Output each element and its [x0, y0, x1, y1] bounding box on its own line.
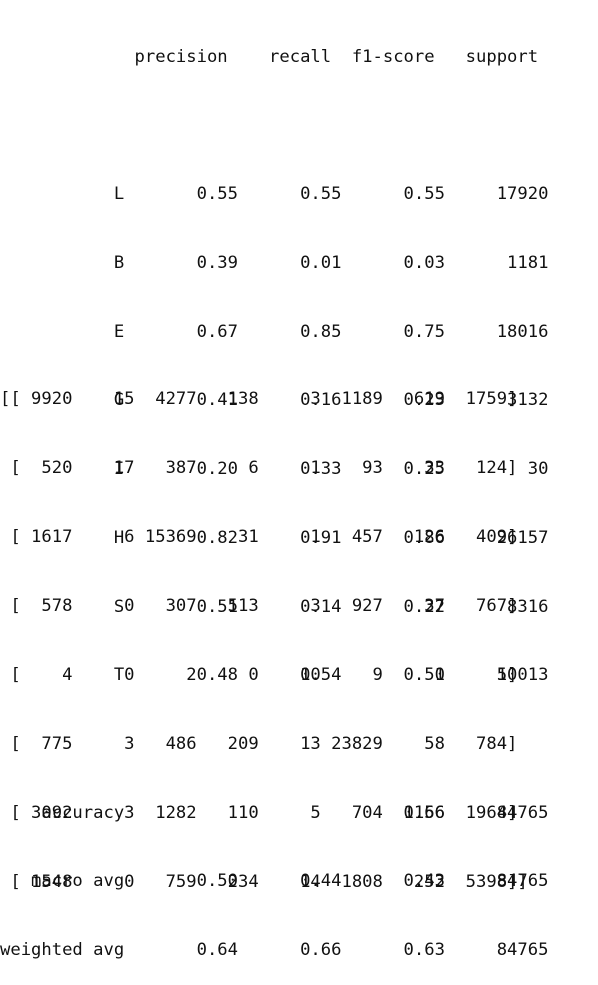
- class-row-e: E 0.67 0.85 0.75 18016: [0, 321, 549, 342]
- class-row-b: B 0.39 0.01 0.03 1181: [0, 252, 549, 273]
- weighted-avg-row: weighted avg 0.64 0.66 0.63 84765: [0, 940, 549, 961]
- matrix-row: [ 1617 6 15369 31 1 457 126 409]: [0, 527, 518, 547]
- matrix-row: [ 3092 3 1282 110 5 704 1156 1964]: [0, 803, 518, 823]
- matrix-row: [[ 9920 15 4277 138 3 1189 619 1759]: [0, 389, 518, 409]
- matrix-row: [ 520 17 387 6 1 93 33 124]: [0, 458, 518, 478]
- matrix-row: [ 775 3 486 209 13 23829 58 784]: [0, 734, 518, 754]
- report-header: precision recall f1-score support: [0, 46, 539, 67]
- matrix-row: [ 4 0 2 0 10 9 0 5]: [0, 665, 518, 685]
- class-row-l: L 0.55 0.55 0.55 17920: [0, 184, 549, 205]
- matrix-row: [ 1548 0 759 234 14 1808 252 5398]]: [0, 872, 528, 892]
- class-row-i: I 0.20 0.33 0.25 30: [0, 459, 549, 480]
- blank-line: [0, 115, 548, 138]
- matrix-row: [ 578 0 307 513 3 927 37 767]: [0, 596, 518, 616]
- class-row-g: G 0.41 0.16 0.23 3132: [0, 390, 549, 411]
- confusion-matrix: [[ 9920 15 4277 138 3 1189 619 1759] [ 5…: [0, 342, 528, 917]
